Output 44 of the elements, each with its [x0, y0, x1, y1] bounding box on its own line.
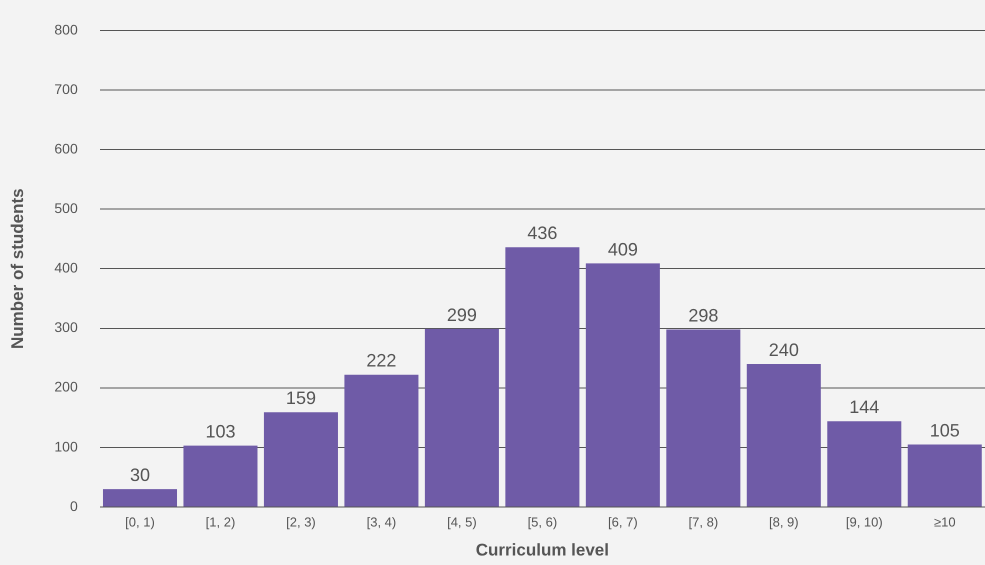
y-tick-label: 100 — [54, 438, 78, 454]
x-tick-label: [2, 3) — [286, 514, 316, 530]
bar — [746, 364, 821, 506]
x-tick-label: [0, 1) — [125, 514, 155, 530]
bar — [586, 263, 660, 506]
x-tick-label: ≥10 — [934, 514, 956, 530]
bar — [344, 374, 418, 506]
x-axis-title: Curriculum level — [476, 540, 609, 560]
data-label: 103 — [205, 422, 236, 442]
y-axis-title: Number of students — [8, 188, 27, 349]
y-tick-label: 700 — [54, 80, 78, 97]
data-label: 144 — [849, 397, 880, 418]
bar — [183, 446, 258, 506]
y-tick-label: 800 — [54, 21, 78, 38]
y-tick-label: 600 — [54, 140, 78, 156]
x-tick-label: [5, 6) — [528, 514, 558, 530]
data-label: 105 — [930, 420, 960, 440]
bar — [102, 489, 178, 506]
data-label: 299 — [446, 304, 477, 325]
data-label: 30 — [130, 465, 150, 486]
y-tick-label: 400 — [54, 260, 78, 276]
bar — [908, 444, 982, 506]
data-label: 409 — [608, 239, 638, 260]
x-tick-label: [6, 7) — [608, 514, 638, 530]
bar — [424, 328, 499, 506]
x-tick-label: [3, 4) — [366, 514, 396, 530]
y-tick-label: 0 — [70, 498, 78, 514]
x-tick-label: [8, 9) — [768, 514, 799, 530]
x-tick-label: [7, 8) — [688, 514, 718, 530]
bar — [505, 247, 580, 506]
data-label: 436 — [527, 223, 558, 244]
bar — [666, 329, 740, 506]
x-tick-label: [1, 2) — [206, 514, 236, 530]
y-tick-label: 300 — [54, 319, 78, 336]
bar — [827, 421, 902, 506]
y-tick-label: 200 — [54, 378, 78, 395]
data-label: 240 — [768, 340, 799, 360]
x-tick-label: [9, 10) — [846, 514, 883, 530]
x-tick-label: [4, 5) — [447, 514, 477, 530]
data-label: 298 — [688, 305, 718, 326]
bar — [264, 412, 338, 506]
data-label: 222 — [366, 350, 396, 371]
y-tick-label: 500 — [54, 200, 78, 216]
data-label: 159 — [286, 388, 316, 408]
